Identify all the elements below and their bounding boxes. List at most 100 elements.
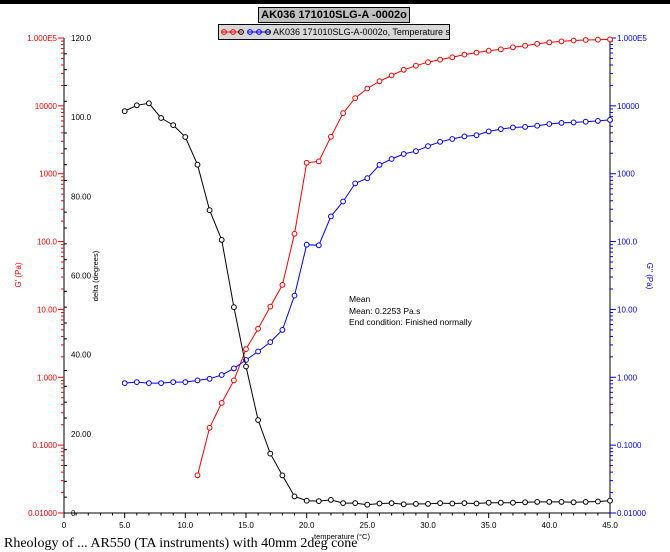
data-point-delta (303, 497, 310, 504)
data-point-delta (473, 500, 480, 507)
data-point-Gp (206, 424, 213, 431)
data-point-Gp (340, 110, 347, 117)
data-point-delta (413, 501, 419, 507)
g-double-prime-axis-tick-label: 1000 (617, 170, 635, 179)
g-double-prime-axis-label: G'' (Pa) (645, 263, 654, 290)
x-tick-label: 45.0 (602, 521, 618, 530)
g-prime-axis-tick-label: 1.000E5 (27, 34, 57, 43)
data-point-Gp (364, 85, 371, 92)
data-point-delta (510, 499, 516, 506)
data-point-Gp (303, 159, 310, 166)
data-point-Gp (425, 59, 431, 66)
legend-marker-g-double-prime (247, 29, 253, 35)
data-point-Gp (267, 303, 274, 310)
data-point-Gp (315, 158, 322, 165)
data-point-delta (437, 500, 444, 507)
data-point-delta (595, 498, 601, 505)
x-tick-label: 0 (62, 521, 67, 530)
data-point-delta (146, 100, 152, 107)
data-point-delta (546, 499, 553, 505)
delta-axis-tick-label: 80.00 (71, 192, 92, 201)
annotation-line: End condition: Finished normally (349, 317, 472, 327)
g-prime-axis-tick-label: 10000 (35, 102, 58, 111)
data-point-Gp (449, 54, 456, 61)
delta-axis-tick-label: 60.00 (71, 272, 92, 281)
data-point-delta (388, 500, 395, 507)
data-point-Gp (607, 36, 613, 43)
data-point-Gp (558, 38, 565, 45)
data-point-Gp (570, 37, 577, 44)
data-point-Gp (497, 46, 504, 53)
data-point-Gpp (231, 365, 237, 372)
data-point-Gpp (473, 132, 480, 139)
data-point-delta (425, 501, 431, 507)
data-point-Gpp (607, 117, 613, 123)
data-point-delta (522, 499, 528, 506)
x-axis-label: temperature (°C) (314, 532, 370, 541)
data-point-Gpp (352, 180, 359, 187)
data-point-Gpp (133, 379, 140, 386)
data-point-delta (121, 108, 128, 115)
legend-marker-g-prime (230, 29, 236, 35)
g-prime-axis-label: G' (Pa) (14, 262, 23, 287)
g-double-prime-axis-tick-label: 10.00 (617, 305, 638, 314)
data-point-Gpp (497, 126, 504, 133)
data-point-Gpp (510, 124, 516, 131)
data-point-Gpp (595, 118, 601, 124)
legend-marker-delta (238, 29, 244, 35)
data-point-Gpp (340, 198, 347, 205)
g-prime-axis-tick-label: 1.000 (37, 373, 58, 382)
data-point-delta (340, 500, 347, 507)
annotation: Mean Mean: 0.2253 Pa.s End condition: Fi… (349, 294, 472, 329)
annotation-line: Mean: 0.2253 Pa.s (349, 305, 421, 316)
data-point-delta (582, 499, 589, 505)
data-point-delta (182, 134, 189, 140)
data-point-delta (449, 500, 456, 507)
g-prime-axis-tick-label: 0.01000 (28, 509, 57, 518)
data-point-Gp (473, 49, 480, 56)
data-point-delta (267, 450, 274, 457)
data-point-Gpp (570, 119, 577, 126)
g-double-prime-axis-tick-label: 0.01000 (617, 509, 646, 518)
data-point-Gp (376, 78, 383, 85)
g-double-prime-axis-tick-label: 1.000 (617, 373, 638, 382)
annotation-line: Mean (349, 294, 371, 304)
g-prime-axis-tick-label: 10.00 (37, 305, 58, 314)
x-tick-label: 20.0 (299, 521, 315, 530)
legend: AK036 171010SLG-A-0002o, Temperature swe… (218, 24, 450, 40)
data-point-Gp (595, 36, 601, 43)
delta-axis-tick-label: 0 (71, 509, 76, 518)
data-point-Gp (279, 282, 286, 288)
data-point-Gpp (364, 175, 371, 182)
data-point-delta (231, 304, 237, 311)
g-double-prime-axis-tick-label: 0.1000 (617, 441, 642, 450)
data-point-Gpp (279, 327, 286, 333)
data-point-Gp (522, 42, 528, 49)
data-point-delta (400, 501, 407, 508)
page-caption: Rheology of ... AR550 (TA instruments) w… (4, 536, 358, 551)
data-point-Gpp (146, 380, 152, 387)
data-point-Gpp (194, 377, 201, 384)
data-point-Gpp (206, 375, 213, 382)
data-point-Gp (255, 325, 262, 332)
data-point-delta (376, 500, 383, 507)
data-point-Gp (461, 51, 468, 58)
legend-entry: AK036 171010SLG-A-0002o, Temperature swe… (273, 27, 450, 37)
data-point-delta (170, 122, 177, 128)
data-point-Gpp (328, 213, 334, 220)
data-point-Gpp (461, 133, 468, 140)
data-point-delta (497, 499, 504, 506)
g-double-prime-axis-tick-label: 1.000E5 (617, 34, 647, 43)
data-point-delta (558, 499, 565, 505)
data-point-delta (607, 497, 613, 504)
legend-marker-delta (265, 29, 271, 35)
data-point-Gpp (315, 242, 322, 249)
legend-marker-g-double-prime (256, 29, 262, 35)
data-point-Gp (352, 95, 359, 101)
legend-marker-g-prime (221, 29, 227, 35)
data-point-Gp (291, 230, 298, 237)
data-point-delta (461, 500, 468, 507)
g-prime-axis-tick-label: 100.0 (37, 238, 58, 247)
g-double-prime-axis-tick-label: 10000 (617, 102, 640, 111)
delta-axis-tick-label: 40.00 (71, 351, 92, 360)
